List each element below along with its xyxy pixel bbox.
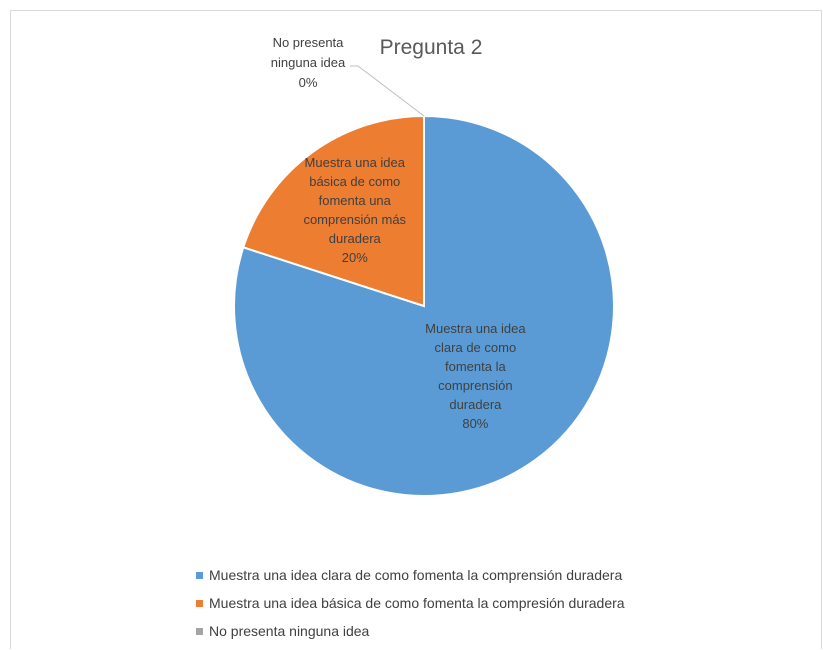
leader-line xyxy=(350,65,425,117)
legend-label: Muestra una idea clara de como fomenta l… xyxy=(209,567,623,583)
legend-swatch xyxy=(196,627,203,635)
chart-legend: Muestra una idea clara de como fomenta l… xyxy=(196,561,625,645)
legend-swatch xyxy=(196,599,203,607)
legend-label: No presenta ninguna idea xyxy=(209,623,370,639)
data-label: Muestra una idea clara de como fomenta la c… xyxy=(425,321,526,431)
pie-slices xyxy=(233,114,615,497)
chart-title: Pregunta 2 xyxy=(380,36,483,59)
pie-chart: Pregunta 2 Muestra una idea clara de como… xyxy=(233,35,615,497)
chart-area: Pregunta 2 Muestra una idea clara de como… xyxy=(10,10,822,649)
legend-item: Muestra una idea básica de como fomenta … xyxy=(196,589,625,617)
pie-slice xyxy=(233,114,615,497)
legend-item: No presenta ninguna idea xyxy=(196,617,625,645)
legend-swatch xyxy=(196,571,203,579)
data-label: No presenta ninguna idea 0% xyxy=(271,35,346,90)
legend-label: Muestra una idea básica de como fomenta … xyxy=(209,595,625,611)
data-label: Muestra una idea básica de como fomenta un… xyxy=(303,155,406,265)
pie-slice xyxy=(242,114,425,308)
pie-data-labels: Muestra una idea clara de como fomenta la c… xyxy=(271,35,527,431)
legend-item: Muestra una idea clara de como fomenta l… xyxy=(196,561,625,589)
